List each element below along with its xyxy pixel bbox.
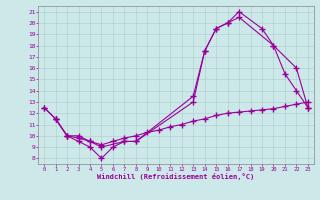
X-axis label: Windchill (Refroidissement éolien,°C): Windchill (Refroidissement éolien,°C) (97, 173, 255, 180)
